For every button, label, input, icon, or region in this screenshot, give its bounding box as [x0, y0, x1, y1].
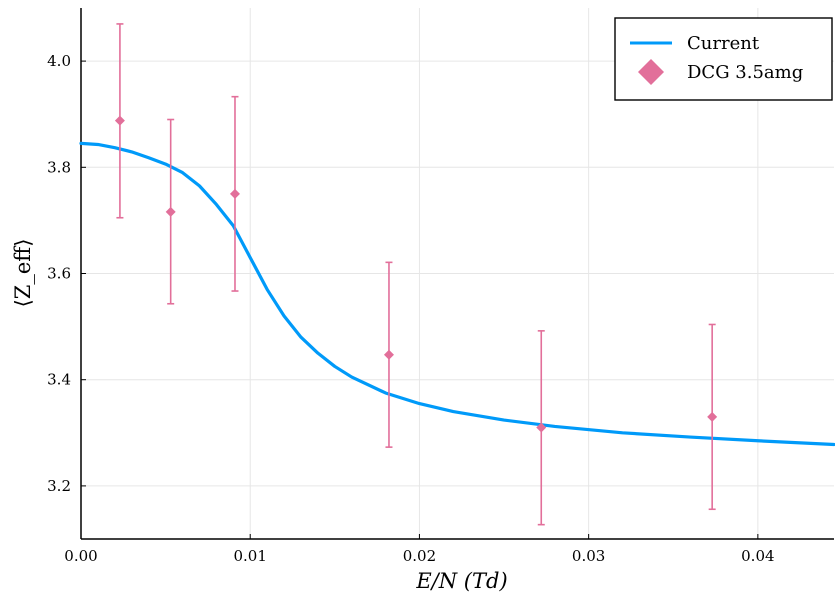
plot-area — [79, 23, 835, 526]
legend-box — [614, 17, 833, 101]
y-tick-label: 4.0 — [47, 52, 71, 70]
x-tick-label: 0.01 — [234, 547, 267, 565]
y-tick-label: 3.6 — [47, 265, 71, 283]
data-point-dcg — [229, 188, 240, 199]
x-axis-label: E/N (Td) — [415, 569, 507, 593]
y-axis-ticks: 3.2 3.4 3.6 3.8 4.0 — [47, 52, 86, 495]
x-tick-label: 0.02 — [403, 547, 436, 565]
data-point-dcg — [114, 115, 125, 126]
data-point-dcg — [536, 422, 547, 433]
legend-marker-dcg — [638, 59, 664, 85]
data-point-dcg — [707, 411, 718, 422]
x-axis-ticks: 0.00 0.01 0.02 0.03 0.04 — [64, 534, 775, 565]
y-axis-label: ⟨Z_eff⟩ — [11, 239, 35, 308]
y-tick-label: 3.2 — [47, 477, 71, 495]
legend: Current DCG 3.5amg — [614, 17, 833, 101]
data-point-dcg — [165, 206, 176, 217]
series-current-line — [79, 141, 835, 447]
y-tick-label: 3.8 — [47, 158, 71, 176]
x-tick-label: 0.04 — [741, 547, 774, 565]
x-tick-label: 0.03 — [572, 547, 605, 565]
x-tick-label: 0.00 — [64, 547, 97, 565]
legend-label-dcg: DCG 3.5amg — [687, 62, 803, 83]
data-point-dcg — [383, 349, 394, 360]
y-tick-label: 3.4 — [47, 371, 71, 389]
legend-label-current: Current — [687, 33, 760, 54]
